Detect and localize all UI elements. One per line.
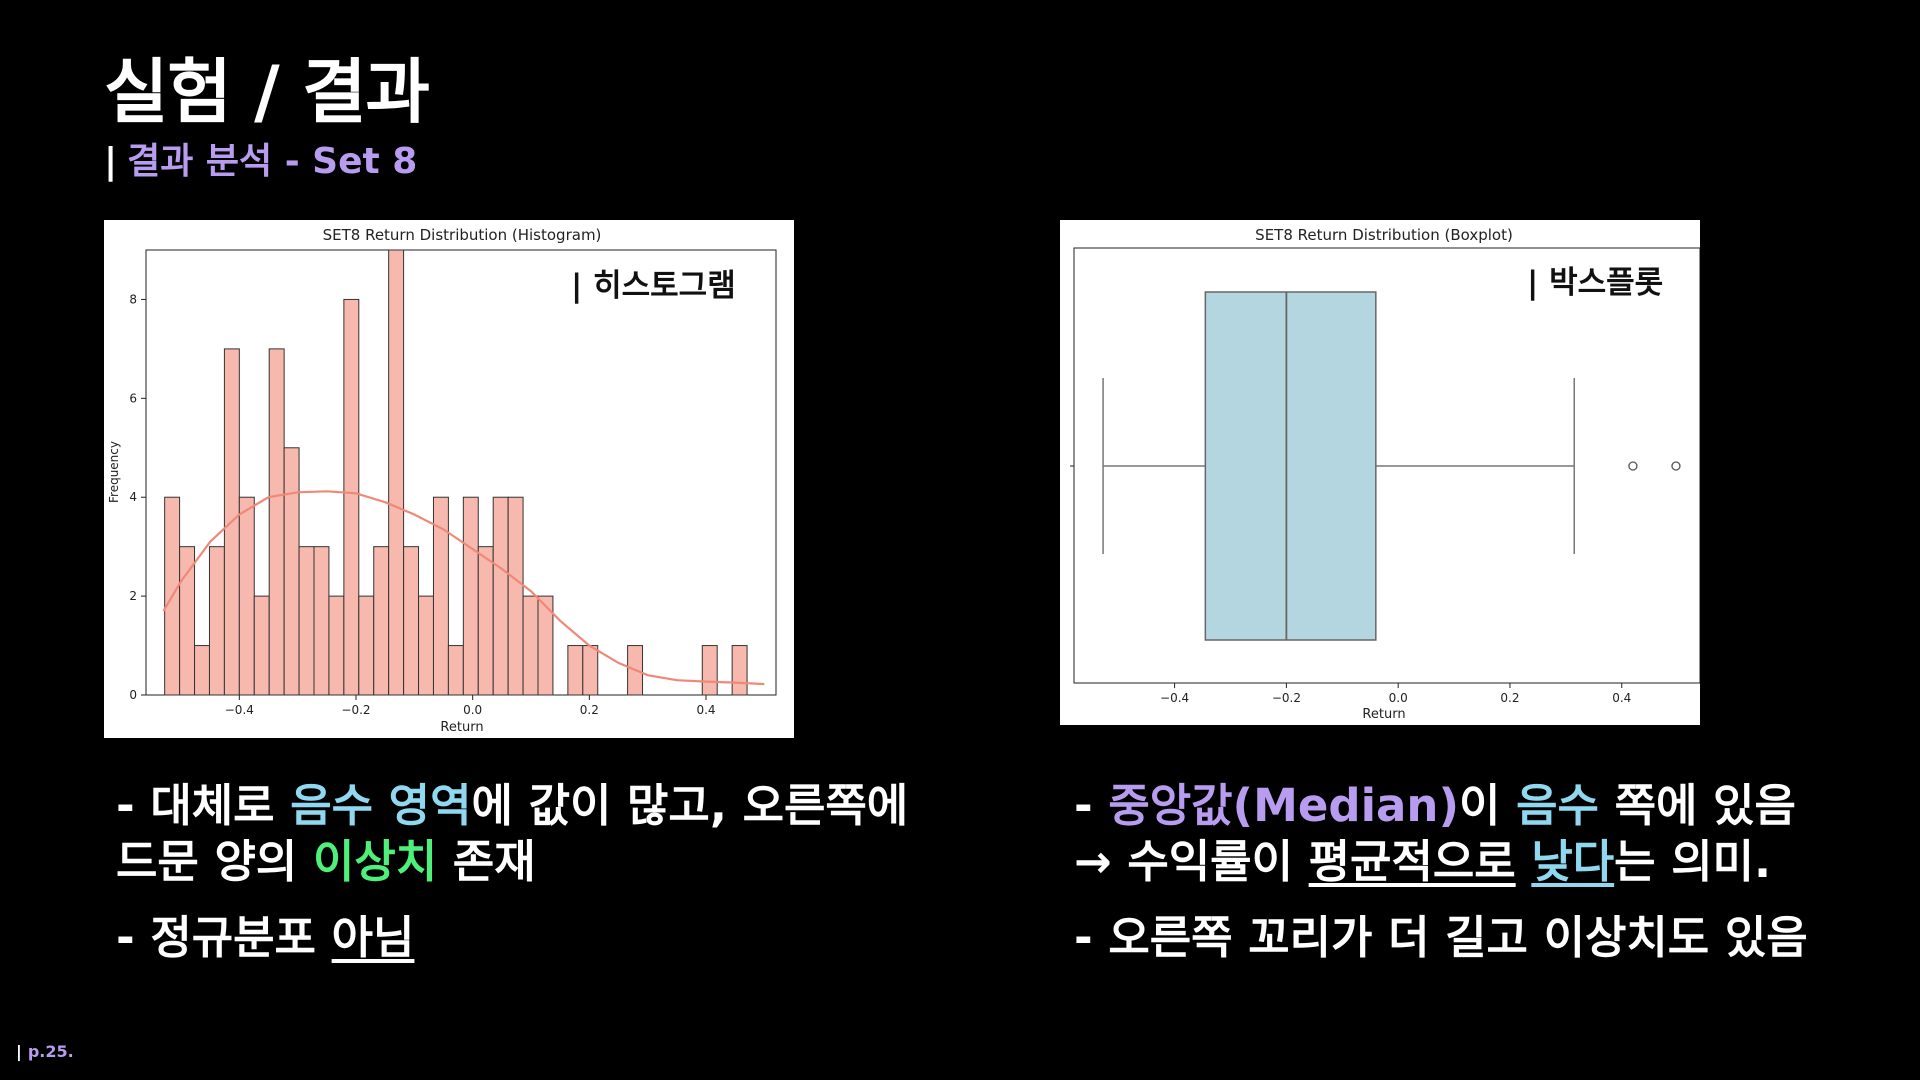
histogram-xtick-label: 0.4 (696, 703, 715, 717)
right-bullet-1-cont: → 수익률이 평균적으로 낮다는 의미. (1074, 834, 1808, 890)
histogram-bar (582, 645, 599, 696)
histogram-bar (194, 645, 210, 696)
histogram-ytick-label: 6 (129, 391, 137, 405)
left-findings: - 대체로 음수 영역에 값이 많고, 오른쪽에 드문 양의 이상치 존재 - … (116, 778, 908, 966)
right-bullet-2-average: 평균적으로 (1308, 835, 1516, 888)
histogram-bar (492, 496, 509, 696)
subtitle-bar: | (104, 141, 118, 182)
boxplot-title: SET8 Return Distribution (Boxplot) (1255, 226, 1513, 244)
histogram-ylabel: Frequency (107, 441, 121, 503)
histogram-bar (388, 249, 405, 696)
left-bullet-1-highlight: 음수 영역 (290, 779, 472, 832)
histogram-ytick-label: 4 (129, 490, 137, 504)
boxplot-xtick-label: 0.2 (1500, 691, 1519, 705)
histogram-xtick-label: −0.2 (341, 703, 370, 717)
boxplot-chart: SET8 Return Distribution (Boxplot) Retur… (1060, 220, 1701, 725)
left-bullet-1-rest: 에 값이 많고, 오른쪽에 (471, 779, 909, 832)
histogram-bar (507, 496, 524, 696)
histogram-bar (462, 496, 479, 696)
page-number: | p.25. (16, 1042, 74, 1061)
histogram-bar (731, 645, 748, 696)
histogram-xtick-label: 0.0 (463, 703, 482, 717)
right-findings: - 중앙값(Median)이 음수 쪽에 있음 → 수익률이 평균적으로 낮다는… (1074, 778, 1808, 966)
histogram-bar (477, 546, 494, 696)
histogram-ytick-label: 2 (129, 589, 137, 603)
right-bullet-1-text: 이 (1459, 779, 1517, 832)
histogram-bar (447, 645, 464, 696)
right-bullet-2-space (1516, 835, 1532, 888)
histogram-bar (238, 496, 255, 696)
left-bullet-1: - 대체로 음수 영역에 값이 많고, 오른쪽에 (116, 778, 908, 834)
boxplot-box (1204, 291, 1377, 641)
left-bullet-1-cont: 드문 양의 이상치 존재 (116, 834, 908, 890)
boxplot-xtick-label: 0.0 (1389, 691, 1408, 705)
histogram-bar (358, 595, 375, 696)
left-bullet-2-text: 드문 양의 (116, 835, 313, 888)
right-bullet-1-dash: - (1074, 779, 1109, 832)
histogram-bar (313, 546, 330, 696)
histogram-bar (328, 595, 345, 696)
right-bullet-1-rest: 쪽에 있음 (1598, 779, 1796, 832)
subtitle-text: 결과 분석 - Set 8 (127, 141, 418, 182)
histogram-bar (418, 595, 434, 696)
left-bullet-3-text: - 정규분포 (116, 911, 332, 964)
histogram-bar (373, 546, 390, 696)
histogram-title: SET8 Return Distribution (Histogram) (323, 226, 602, 244)
histogram-ytick-label: 8 (129, 292, 137, 306)
right-bullet-2-rest: 는 의미. (1614, 835, 1772, 888)
right-bullet-1: - 중앙값(Median)이 음수 쪽에 있음 (1074, 778, 1808, 834)
slide-title: 실험 / 결과 (104, 51, 430, 133)
boxplot-svg: SET8 Return Distribution (Boxplot) Retur… (1070, 226, 1701, 722)
histogram-ytick-label: 0 (129, 688, 137, 702)
right-bullet-1-median: 중앙값(Median) (1108, 779, 1460, 832)
right-bullet-2: - 오른쪽 꼬리가 더 길고 이상치도 있음 (1074, 911, 1808, 964)
right-bullet-1-negative: 음수 (1516, 779, 1599, 832)
histogram-bar (208, 546, 225, 696)
right-bullet-2-text: → 수익률이 (1074, 835, 1309, 888)
histogram-bar (567, 645, 584, 696)
boxplot-xlabel: Return (1362, 707, 1405, 722)
histogram-xtick-label: −0.4 (225, 703, 254, 717)
histogram-bar (432, 496, 449, 696)
left-bullet-1-text: - 대체로 (116, 779, 291, 832)
left-bullet-2-rest: 존재 (437, 835, 536, 888)
histogram-bar (343, 298, 360, 696)
left-bullet-3-underlined: 아님 (331, 911, 415, 964)
histogram-bar (253, 595, 270, 696)
histogram-bar (537, 595, 554, 696)
right-bullet-2-low: 낮다 (1531, 835, 1615, 888)
histogram-bar (298, 546, 315, 696)
histogram-xtick-label: 0.2 (580, 703, 599, 717)
boxplot-overlay-label: | 박스플롯 (1527, 265, 1663, 301)
histogram-bar (701, 645, 718, 696)
histogram-bar (403, 546, 420, 696)
boxplot-outlier (1628, 461, 1638, 471)
histogram-bar (179, 546, 196, 696)
histogram-chart: SET8 Return Distribution (Histogram) Fre… (104, 220, 794, 738)
histogram-bar (268, 348, 285, 696)
boxplot-xtick-label: 0.4 (1612, 691, 1631, 705)
histogram-kde-line (162, 490, 765, 686)
page-bar: | (16, 1042, 22, 1061)
histogram-xlabel: Return (440, 720, 483, 735)
histogram-bar (283, 447, 300, 696)
left-bullet-2: - 정규분포 아님 (116, 910, 908, 966)
boxplot-outlier (1671, 461, 1681, 471)
slide-subtitle: | 결과 분석 - Set 8 (104, 132, 417, 184)
histogram-bar (522, 595, 539, 696)
left-bullet-2-highlight: 이상치 (312, 835, 438, 888)
histogram-svg: SET8 Return Distribution (Histogram) Fre… (107, 226, 777, 735)
page-number-text: p.25. (27, 1042, 74, 1061)
boxplot-xtick-label: −0.4 (1160, 691, 1189, 705)
boxplot-xtick-label: −0.2 (1272, 691, 1301, 705)
histogram-overlay-label: | 히스토그램 (571, 268, 736, 304)
